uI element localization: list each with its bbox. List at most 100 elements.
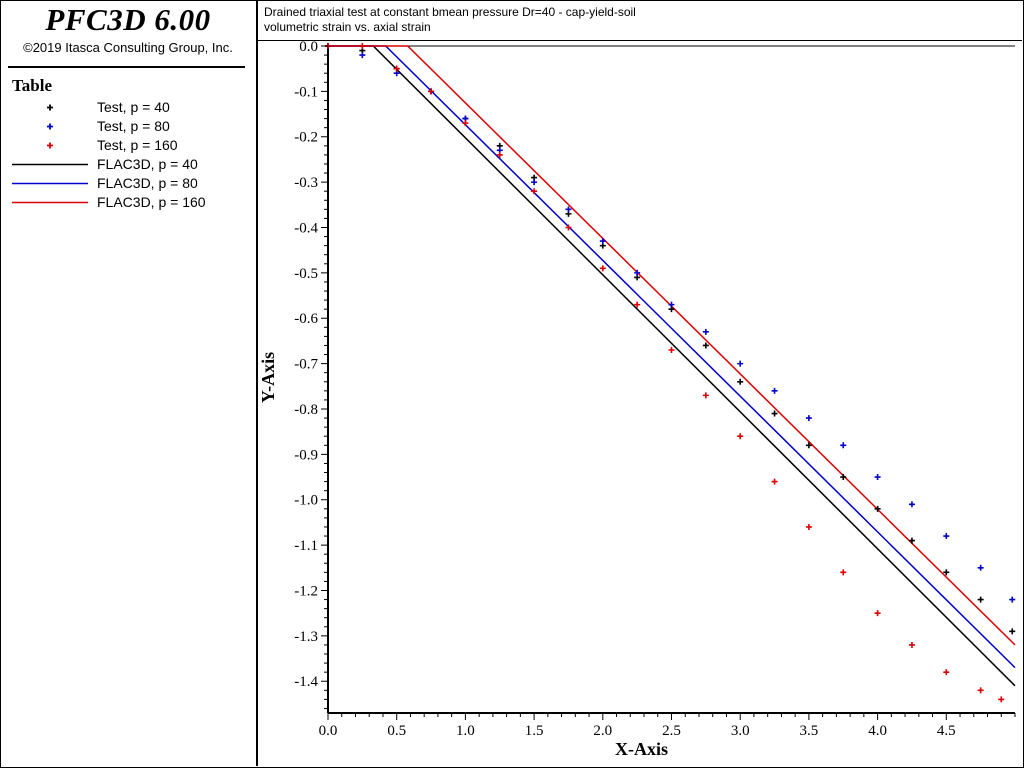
data-point-marker [771,478,778,485]
y-tick-label: -1.3 [294,629,318,645]
y-tick-label: -0.8 [294,402,318,418]
data-point-marker [531,179,538,186]
chart-plot: 0.0 0.5 1.0 1.5 2.0 2.5 3.0 3.5 4.0 4.5 0.0 -0.1 -0.… [258,40,1016,759]
y-axis-title: Y-Axis [258,352,278,403]
data-point-marker [702,328,709,335]
y-tick-label: -1.4 [294,674,318,690]
data-point-marker [908,501,915,508]
y-tick-label: -0.9 [294,447,318,463]
x-axis-title: X-Axis [615,739,668,759]
data-point-marker [737,378,744,385]
data-point-marker [1009,628,1016,635]
legend-item-test-p80: Test, p = 80 [0,117,256,136]
data-point-marker [565,224,572,231]
x-tick-label: 1.0 [456,723,475,739]
data-point-marker [599,265,606,272]
legend-item-label: FLAC3D, p = 80 [97,175,198,191]
data-point-marker [359,52,366,59]
y-tick-label: -0.3 [294,175,318,191]
data-point-marker [874,505,881,512]
x-tick-label: 0.0 [319,723,338,739]
legend-item-flac3d-p160: FLAC3D, p = 160 [0,193,256,212]
data-point-marker [634,301,641,308]
data-point-marker [359,43,366,49]
y-tick-label: -1.0 [294,493,318,509]
legend-item-label: Test, p = 160 [97,137,178,153]
y-tick-label: -0.1 [294,84,318,100]
legend-item-flac3d-p40: FLAC3D, p = 40 [0,155,256,174]
data-point-marker [462,120,469,127]
data-point-marker [668,301,675,308]
legend-item-test-p160: Test, p = 160 [0,136,256,155]
x-tick-label: 3.5 [800,723,819,739]
x-tick-label: 2.5 [662,723,681,739]
y-tick-label: 0.0 [299,40,318,55]
y-tick-label: -1.1 [294,538,318,554]
data-point-marker [943,569,950,576]
copyright-text: ©2019 Itasca Consulting Group, Inc. [23,40,233,55]
data-point-marker [805,523,812,530]
app-title: PFC3D 6.00 [45,2,211,37]
y-tick-label: -1.2 [294,583,318,599]
chart-subtitle: volumetric strain vs. axial strain [264,20,431,34]
plus-marker-icon [47,142,53,149]
data-point-marker [943,669,950,676]
chart-title: Drained triaxial test at constant bmean … [264,5,636,19]
data-point-marker [702,342,709,349]
y-tick-label: -0.7 [294,357,318,373]
data-point-marker [496,151,503,158]
legend-marker-glyph [47,104,53,111]
chart-caption: Drained triaxial test at constant bmean … [258,0,1022,41]
legend-heading: Table [12,76,53,95]
legend-item-label: Test, p = 80 [97,118,170,134]
y-tick-label: -0.2 [294,130,318,146]
data-point-marker [634,269,641,276]
x-tick-label: 3.0 [731,723,750,739]
x-tick-label: 2.0 [593,723,612,739]
line-swatch-icon [12,201,88,204]
data-point-marker [531,188,538,195]
data-point-marker [428,88,435,95]
data-point-marker [565,206,572,213]
y-tick-label: -0.6 [294,311,318,327]
x-tick-label: 4.5 [937,723,956,739]
legend-item-label: Test, p = 40 [97,99,170,115]
data-point-marker [977,596,984,603]
legend-item-label: FLAC3D, p = 160 [97,194,206,210]
y-tick-label: -0.5 [294,266,318,282]
data-point-marker [805,415,812,422]
data-point-marker [737,433,744,440]
data-point-marker [771,410,778,417]
series-line [328,45,1016,646]
data-point-marker [668,347,675,354]
series-line [328,45,1016,687]
data-point-marker [874,610,881,617]
x-tick-label: 4.0 [868,723,887,739]
data-point-marker [840,569,847,576]
legend-marker-glyph [47,123,53,130]
legend-item-label: FLAC3D, p = 40 [97,156,198,172]
line-swatch-icon [12,182,88,185]
data-point-marker [771,387,778,394]
x-tick-label: 1.5 [525,723,544,739]
data-point-marker [874,474,881,481]
data-point-marker [840,442,847,449]
data-point-marker [977,564,984,571]
series-line [328,45,1016,669]
legend-item-flac3d-p80: FLAC3D, p = 80 [0,174,256,193]
data-point-marker [908,537,915,544]
legend-marker-glyph [47,142,53,149]
x-tick-label: 0.5 [387,723,406,739]
data-point-marker [1009,596,1016,603]
data-point-marker [977,687,984,694]
data-point-marker [840,474,847,481]
data-point-marker [702,392,709,399]
plus-marker-icon [47,104,53,111]
plus-marker-icon [47,123,53,130]
legend-panel: PFC3D 6.00 ©2019 Itasca Consulting Group… [0,0,258,766]
y-tick-label: -0.4 [294,220,318,236]
data-point-marker [943,533,950,540]
data-point-marker [908,641,915,648]
data-point-marker [737,360,744,367]
data-point-marker [393,65,400,72]
